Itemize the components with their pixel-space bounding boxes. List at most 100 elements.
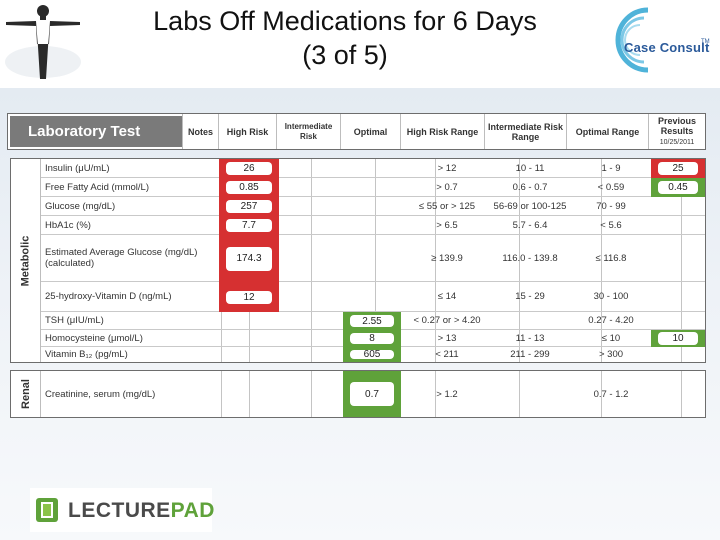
previous-result: 10: [651, 330, 705, 347]
result-value: 12: [226, 290, 272, 304]
lab-test-name: HbA1c (%): [45, 219, 91, 231]
table-row: Insulin (μU/mL) > 12 10 - 11 1 - 9 26 25: [41, 159, 705, 178]
lab-table-header: Laboratory Test Notes High Risk Intermed…: [7, 113, 706, 150]
slide-title-line2: (3 of 5): [302, 40, 388, 70]
optimal-range-cell: 30 - 100: [593, 291, 629, 302]
header-previous-results-label: Previous Results: [657, 115, 697, 136]
lab-test-name: Free Fatty Acid (mmol/L): [45, 181, 149, 193]
header-laboratory-test: Laboratory Test: [10, 116, 182, 147]
high-risk-range-cell: > 12: [437, 162, 457, 174]
intermediate-risk-range-cell: [489, 371, 571, 417]
high-risk-result: 257: [219, 197, 279, 216]
lab-test-name: 25-hydroxy-Vitamin D (ng/mL): [45, 291, 172, 302]
trademark-mark: TM: [701, 39, 710, 45]
high-risk-result: 0.85: [219, 178, 279, 197]
section-label-renal: Renal: [11, 371, 41, 417]
lecturepad-logo-icon: [30, 488, 212, 532]
column-divider: [311, 159, 312, 362]
intermediate-risk-range-cell: 5.7 - 6.4: [512, 219, 548, 231]
intermediate-risk-range-cell: 15 - 29: [515, 291, 545, 302]
slide-title-line1: Labs Off Medications for 6 Days: [153, 6, 537, 36]
table-row: Homocysteine (μmol/L) > 13 11 - 13 ≤ 10 8 10: [41, 330, 705, 347]
intermediate-risk-range-cell: [489, 312, 571, 329]
result-value: 7.7: [226, 219, 272, 232]
header-high-risk: High Risk: [218, 114, 276, 149]
table-row: Free Fatty Acid (mmol/L) > 0.7 0.6 - 0.7 < …: [41, 178, 705, 197]
result-value: 174.3: [226, 246, 272, 271]
optimal-range-cell: 0.7 - 1.2: [593, 388, 629, 400]
optimal-range-cell: 70 - 99: [596, 200, 626, 212]
intermediate-risk-range-cell: 116.0 - 139.8: [502, 252, 558, 264]
result-value: 605: [350, 349, 394, 360]
previous-result-value: 10: [658, 332, 698, 345]
high-risk-range-cell: < 211: [435, 349, 459, 360]
header-optimal: Optimal: [340, 114, 400, 149]
high-risk-range-cell: > 6.5: [436, 219, 458, 231]
lab-test-name: Estimated Average Glucose (mg/dL) (calcu…: [45, 247, 198, 269]
optimal-result: 0.7: [343, 371, 401, 417]
result-value: 8: [350, 333, 394, 344]
lab-test-name: Vitamin B₁₂ (pg/mL): [45, 349, 128, 360]
lab-test-name: Creatinine, serum (mg/dL): [45, 388, 156, 400]
column-divider: [601, 371, 602, 417]
previous-result: 0.45: [651, 178, 705, 197]
high-risk-range-cell: ≤ 14: [437, 291, 457, 302]
column-divider: [435, 159, 436, 362]
optimal-result: 2.55: [343, 312, 401, 330]
header-optimal-range: Optimal Range: [566, 114, 648, 149]
previous-result-value: 25: [658, 162, 698, 175]
result-value: 26: [226, 162, 272, 175]
optimal-range-cell: < 5.6: [600, 219, 622, 231]
high-risk-range-cell: > 0.7: [436, 181, 458, 193]
optimal-range-cell: < 0.59: [597, 181, 625, 193]
lab-test-name: Homocysteine (μmol/L): [45, 332, 143, 344]
intermediate-risk-range-cell: 0.6 - 0.7: [512, 181, 548, 193]
header-intermediate-risk-range: Intermediate Risk Range: [484, 114, 566, 149]
high-risk-result: 12: [219, 282, 279, 312]
optimal-result: 8: [343, 330, 401, 347]
lab-test-name: Glucose (mg/dL): [45, 200, 116, 212]
header-high-risk-range: High Risk Range: [400, 114, 484, 149]
intermediate-risk-range-cell: 11 - 13: [515, 332, 545, 344]
intermediate-risk-range-cell: 211 - 299: [510, 349, 550, 360]
optimal-range-cell: 1 - 9: [601, 162, 621, 174]
high-risk-range-cell: < 0.27 or > 4.20: [413, 315, 481, 326]
column-divider: [249, 371, 250, 417]
intermediate-risk-range-cell: 10 - 11: [515, 162, 545, 174]
case-consult-logo-icon: [615, 7, 649, 73]
header-intermediate-risk: Intermediate Risk: [276, 114, 340, 149]
slide-title: Labs Off Medications for 6 Days (3 of 5): [95, 4, 595, 72]
high-risk-range-cell: ≤ 55 or > 125: [418, 200, 476, 212]
high-risk-range-cell: > 1.2: [436, 388, 458, 400]
case-consult-logo-text: Case Consult: [624, 40, 710, 55]
metabolic-panel: Metabolic Insulin (μU/mL) > 12 10 - 11 1 - …: [10, 158, 706, 363]
table-row: 25-hydroxy-Vitamin D (ng/mL) ≤ 14 15 - 29 3…: [41, 282, 705, 312]
table-row: Estimated Average Glucose (mg/dL) (calcu…: [41, 235, 705, 282]
lecturepad-logo-text: LECTUREPAD: [68, 499, 215, 523]
result-value: 0.7: [350, 382, 394, 406]
high-risk-result: 26: [219, 159, 279, 178]
optimal-range-cell: 0.27 - 4.20: [588, 315, 634, 326]
previous-result-value: 0.45: [658, 181, 698, 194]
header-notes: Notes: [182, 114, 218, 149]
intermediate-risk-range-cell: 56-69 or 100-125: [493, 200, 567, 212]
table-row: Glucose (mg/dL) ≤ 55 or > 125 56-69 or 100…: [41, 197, 705, 216]
column-divider: [519, 371, 520, 417]
table-row: HbA1c (%) > 6.5 5.7 - 6.4 < 5.6 7.7: [41, 216, 705, 235]
table-row: TSH (μIU/mL) < 0.27 or > 4.20 0.27 - 4.20 2…: [41, 312, 705, 330]
column-divider: [221, 371, 222, 417]
column-divider: [311, 371, 312, 417]
optimal-range-cell: ≤ 10: [601, 332, 621, 344]
lecturepad-part1: LECTURE: [68, 499, 171, 522]
high-risk-range-cell: ≥ 139.9: [431, 252, 463, 264]
result-value: 2.55: [350, 315, 394, 327]
column-divider: [435, 371, 436, 417]
header-previous-date: 10/25/2011: [659, 138, 695, 146]
renal-panel: Renal Creatinine, serum (mg/dL) > 1.2 0.7 …: [10, 370, 706, 418]
lecturepad-part2: PAD: [170, 499, 215, 522]
optimal-range-cell: ≤ 116.8: [595, 252, 627, 264]
column-divider: [375, 159, 376, 362]
lab-test-name: Insulin (μU/mL): [45, 162, 110, 174]
high-risk-range-cell: > 13: [437, 332, 457, 344]
section-label-renal-text: Renal: [19, 379, 32, 409]
